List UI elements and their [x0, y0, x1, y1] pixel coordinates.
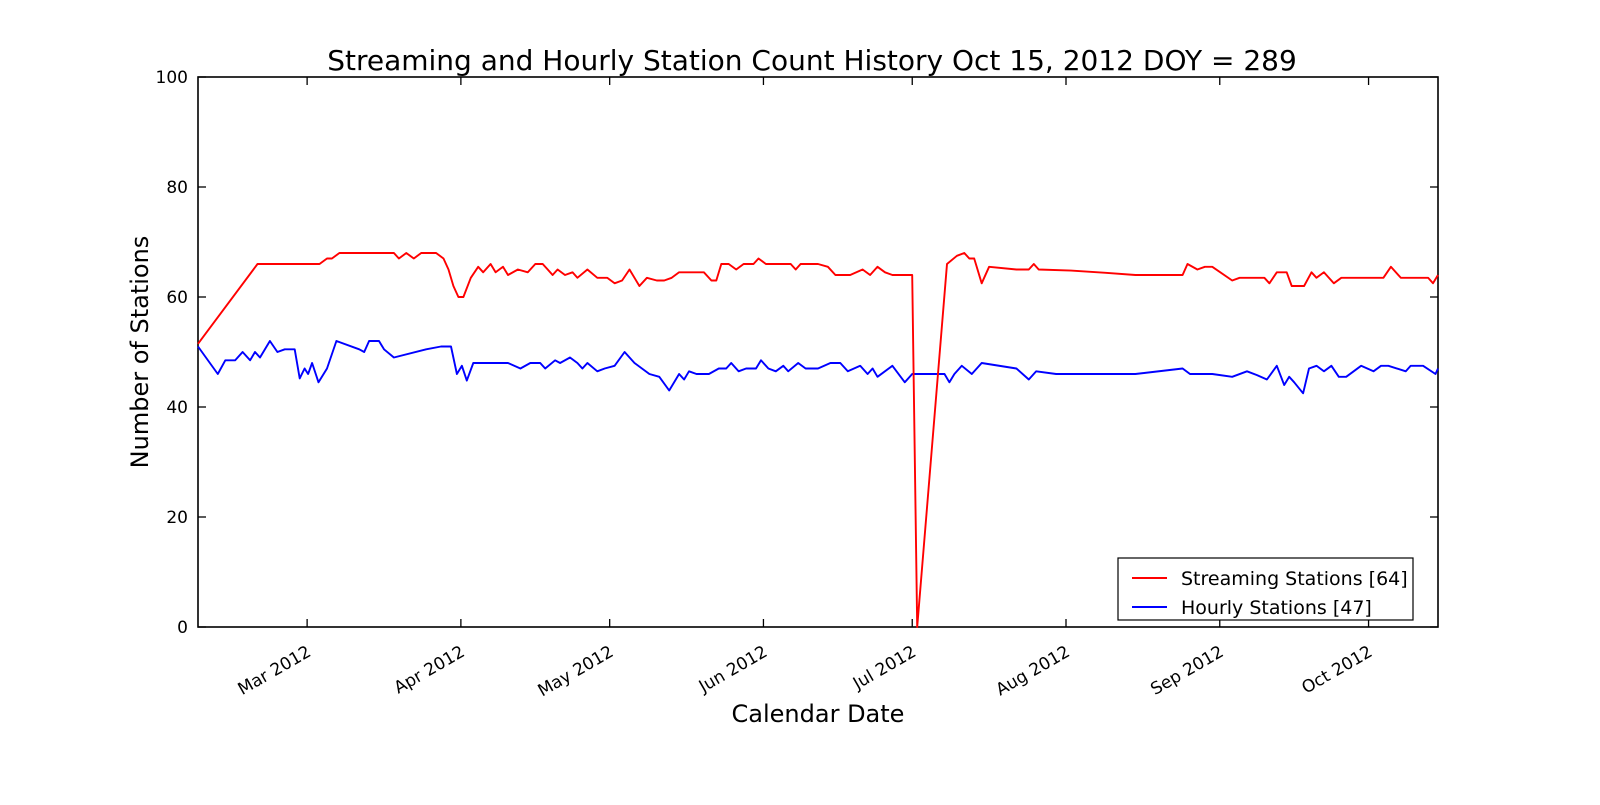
series-hourly-stations-47 [197, 340, 1439, 395]
chart-title: Streaming and Hourly Station Count Histo… [327, 44, 1297, 77]
x-tick-label: Aug 2012 [993, 642, 1074, 700]
x-tick-label: Sep 2012 [1147, 642, 1227, 700]
legend-label-streaming: Streaming Stations [64] [1181, 568, 1408, 590]
x-tick-label: Mar 2012 [235, 642, 315, 700]
y-tick-label: 0 [177, 618, 188, 638]
x-tick-label: Oct 2012 [1298, 642, 1376, 698]
x-tick-label: Jun 2012 [695, 642, 771, 697]
series-streaming-stations-64 [197, 252, 1439, 628]
x-axis-label: Calendar Date [732, 700, 905, 728]
plot-frame [197, 76, 1439, 628]
series-lines [197, 252, 1439, 628]
legend: Streaming Stations [64] Hourly Stations … [1117, 557, 1414, 621]
axis-ticks [198, 76, 1438, 628]
y-tick-label: 80 [166, 178, 188, 198]
y-tick-label: 20 [166, 508, 188, 528]
y-tick-label: 40 [166, 398, 188, 418]
legend-box [1117, 557, 1414, 621]
x-tick-label: Jul 2012 [849, 642, 920, 694]
x-tick-label: Apr 2012 [391, 642, 469, 698]
legend-label-hourly: Hourly Stations [47] [1181, 597, 1372, 619]
y-axis-label: Number of Stations [126, 236, 154, 469]
y-tick-label: 60 [166, 288, 188, 308]
x-tick-label: May 2012 [535, 642, 618, 701]
y-tick-label: 100 [156, 68, 188, 88]
